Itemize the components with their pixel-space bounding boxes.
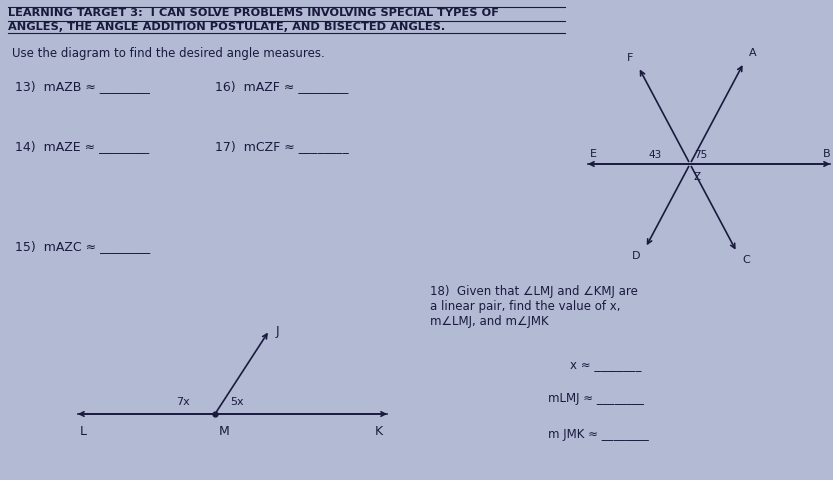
Text: 7x: 7x	[176, 396, 190, 406]
Text: 16)  mAZF ≈ ________: 16) mAZF ≈ ________	[215, 80, 348, 93]
Text: LEARNING TARGET 3:  I CAN SOLVE PROBLEMS INVOLVING SPECIAL TYPES OF: LEARNING TARGET 3: I CAN SOLVE PROBLEMS …	[8, 8, 499, 18]
Text: 43: 43	[649, 150, 662, 160]
Text: 75: 75	[694, 150, 707, 160]
Text: 14)  mAZE ≈ ________: 14) mAZE ≈ ________	[15, 140, 149, 153]
Text: x ≈ ________: x ≈ ________	[570, 357, 641, 370]
Text: A: A	[749, 48, 756, 59]
Text: a linear pair, find the value of x,: a linear pair, find the value of x,	[430, 300, 621, 312]
Text: F: F	[627, 53, 633, 63]
Text: m JMK ≈ ________: m JMK ≈ ________	[548, 427, 649, 440]
Text: Z: Z	[694, 172, 701, 181]
Text: 5x: 5x	[230, 396, 244, 406]
Text: 13)  mAZB ≈ ________: 13) mAZB ≈ ________	[15, 80, 150, 93]
Text: D: D	[632, 251, 641, 260]
Text: ANGLES, THE ANGLE ADDITION POSTULATE, AND BISECTED ANGLES.: ANGLES, THE ANGLE ADDITION POSTULATE, AN…	[8, 22, 446, 32]
Text: B: B	[823, 149, 831, 159]
Text: 17)  mCZF ≈ ________: 17) mCZF ≈ ________	[215, 140, 349, 153]
Text: 15)  mAZC ≈ ________: 15) mAZC ≈ ________	[15, 240, 150, 252]
Text: K: K	[375, 424, 383, 437]
Text: Use the diagram to find the desired angle measures.: Use the diagram to find the desired angl…	[12, 47, 325, 60]
Text: C: C	[742, 255, 750, 265]
Text: m∠LMJ, and m∠JMK: m∠LMJ, and m∠JMK	[430, 314, 549, 327]
Text: E: E	[590, 149, 597, 159]
Text: L: L	[80, 424, 87, 437]
Text: J: J	[276, 324, 279, 337]
Text: 18)  Given that ∠LMJ and ∠KMJ are: 18) Given that ∠LMJ and ∠KMJ are	[430, 285, 638, 298]
Text: M: M	[219, 424, 230, 437]
Text: mLMJ ≈ ________: mLMJ ≈ ________	[548, 391, 644, 404]
